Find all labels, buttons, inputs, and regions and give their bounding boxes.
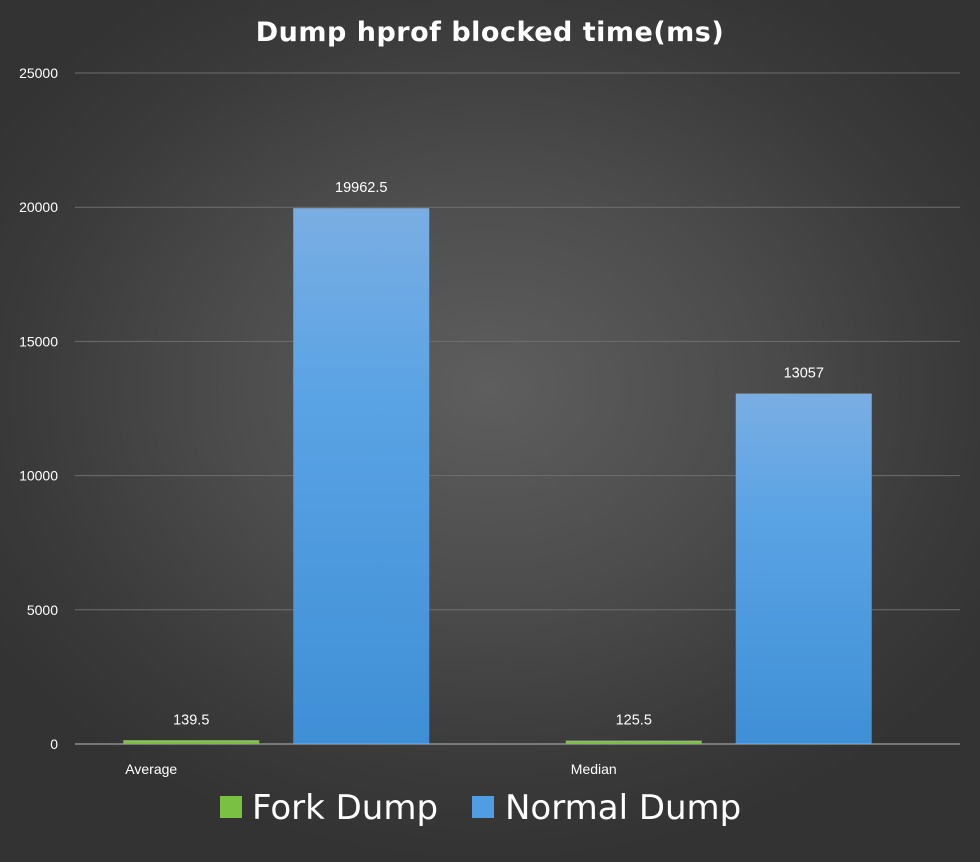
y-tick-label: 5000 [27, 602, 58, 618]
y-tick-label: 25000 [19, 65, 58, 81]
data-label: 13057 [784, 366, 824, 382]
data-label: 139.5 [173, 712, 209, 728]
legend-label-fork-dump: Fork Dump [252, 788, 438, 828]
y-tick-label: 0 [50, 736, 58, 752]
chart-title: Dump hprof blocked time(ms) [256, 17, 724, 48]
data-label: 125.5 [616, 713, 652, 729]
legend-swatch-normal-dump [472, 796, 494, 818]
legend-swatch-fork-dump [220, 796, 242, 818]
legend: Fork Dump Normal Dump [220, 788, 741, 828]
x-axis-category-labels: Average Median [125, 761, 616, 777]
data-label: 19962.5 [335, 180, 387, 196]
bar-fork-dump-median [565, 740, 702, 744]
category-label-median: Median [571, 761, 617, 777]
category-label-average: Average [125, 761, 177, 777]
legend-label-normal-dump: Normal Dump [505, 788, 741, 828]
bar-normal-dump-median [735, 393, 872, 744]
bar-normal-dump-average [293, 208, 430, 745]
bars [123, 208, 872, 745]
y-tick-label: 20000 [19, 199, 58, 215]
y-axis-tick-labels: 0 5000 10000 15000 20000 25000 [19, 65, 58, 752]
y-tick-label: 10000 [19, 468, 58, 484]
y-tick-label: 15000 [19, 333, 58, 349]
bar-fork-dump-average [123, 740, 260, 744]
data-labels: 139.5 19962.5 125.5 13057 [173, 180, 824, 728]
